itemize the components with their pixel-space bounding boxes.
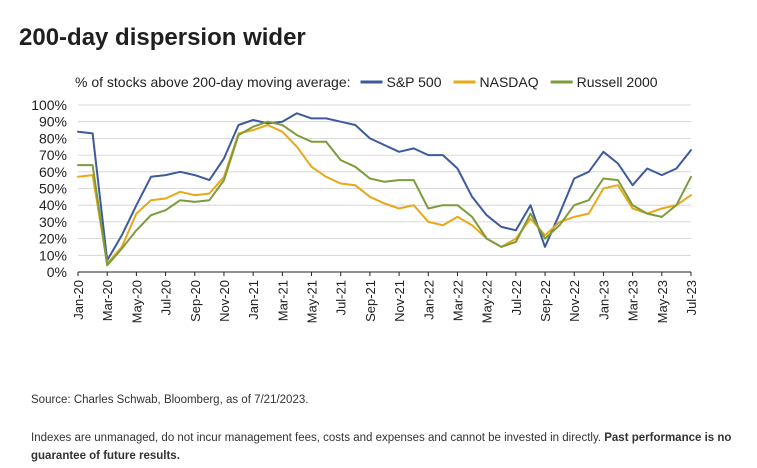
disclaimer: Indexes are unmanaged, do not incur mana… <box>31 429 746 465</box>
x-tick-label: Sep-21 <box>363 280 378 322</box>
disclaimer-text: Indexes are unmanaged, do not incur mana… <box>31 432 605 444</box>
disclaimer-bold: Past performance is no guarantee of futu… <box>31 432 732 462</box>
grid-lines <box>78 104 691 273</box>
x-tick-label: May-20 <box>129 280 144 323</box>
y-axis: 0%10%20%30%40%50%60%70%80%90%100% <box>31 97 67 280</box>
y-tick-label: 30% <box>39 214 67 230</box>
x-axis: Jan-20 Mar-20 May-20 Jul-20 Sep-20 Nov-20 Jan-… <box>71 272 699 323</box>
y-tick-label: 60% <box>39 164 67 180</box>
x-tick-label: Jul-23 <box>684 280 699 315</box>
x-tick-label: Sep-22 <box>538 280 553 322</box>
y-tick-label: 70% <box>39 147 67 163</box>
page-title: 200-day dispersion wider <box>19 24 306 51</box>
x-tick-label: Mar-22 <box>450 280 465 321</box>
legend-label: S&P 500 <box>387 74 442 90</box>
x-tick-label: Mar-21 <box>275 280 290 321</box>
series-lines <box>77 112 692 267</box>
series-line-nasdaq <box>77 124 692 265</box>
y-tick-label: 0% <box>47 264 67 280</box>
x-tick-label: Nov-22 <box>567 280 582 322</box>
x-tick-label: Sep-20 <box>188 280 203 322</box>
y-tick-label: 80% <box>39 130 67 146</box>
y-tick-label: 90% <box>39 114 67 130</box>
y-tick-label: 10% <box>39 247 67 263</box>
y-tick-label: 50% <box>39 181 67 197</box>
x-tick-label: Jul-21 <box>334 280 349 315</box>
legend-label: NASDAQ <box>480 74 539 90</box>
series-line-russell-2000 <box>77 120 692 267</box>
x-tick-label: Jan-21 <box>246 280 261 320</box>
y-tick-label: 20% <box>39 231 67 247</box>
x-tick-label: May-22 <box>480 280 495 323</box>
x-tick-label: Jul-22 <box>509 280 524 315</box>
x-tick-label: May-23 <box>655 280 670 323</box>
y-tick-label: 100% <box>31 97 67 113</box>
x-tick-label: Nov-21 <box>392 280 407 322</box>
x-tick-label: Mar-23 <box>626 280 641 321</box>
series-line-s-p-500 <box>77 112 692 262</box>
x-tick-label: Nov-20 <box>217 280 232 322</box>
legend: % of stocks above 200-day moving average… <box>75 74 658 90</box>
x-tick-label: Jan-22 <box>421 280 436 320</box>
legend-label: Russell 2000 <box>577 74 658 90</box>
x-tick-label: Mar-20 <box>100 280 115 321</box>
x-tick-label: May-21 <box>305 280 320 323</box>
y-tick-label: 40% <box>39 197 67 213</box>
line-chart: 0%10%20%30%40%50%60%70%80%90%100% Jan-20… <box>31 74 699 323</box>
x-tick-label: Jul-20 <box>159 280 174 315</box>
x-tick-label: Jan-23 <box>596 280 611 320</box>
legend-title: % of stocks above 200-day moving average… <box>75 74 351 90</box>
source-note: Source: Charles Schwab, Bloomberg, as of… <box>31 394 309 406</box>
x-tick-label: Jan-20 <box>71 280 86 320</box>
